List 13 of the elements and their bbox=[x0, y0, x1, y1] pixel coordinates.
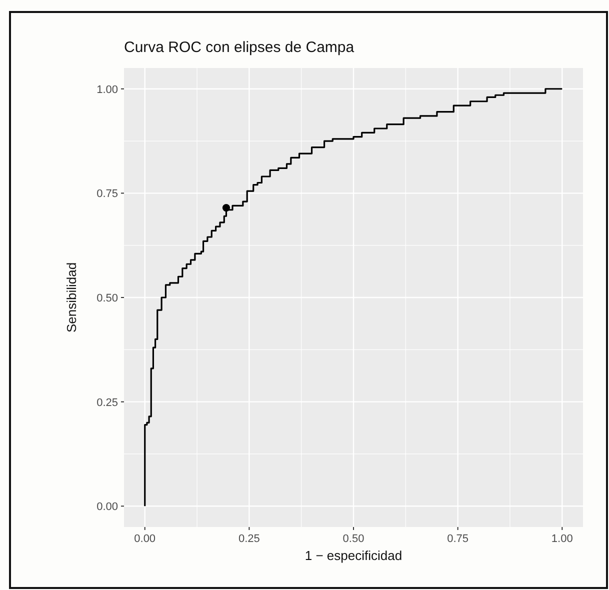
x-tick-label: 0.00 bbox=[134, 533, 156, 545]
x-tick-label: 0.75 bbox=[447, 533, 469, 545]
chart-title: Curva ROC con elipses de Campa bbox=[124, 39, 355, 56]
y-tick-label: 0.50 bbox=[96, 292, 118, 304]
y-tick-label: 0.00 bbox=[96, 501, 118, 514]
y-tick-label: 1.00 bbox=[96, 84, 118, 96]
y-axis-title: Sensibilidad bbox=[64, 262, 79, 333]
y-tick-label: 0.25 bbox=[96, 396, 118, 409]
x-axis-title: 1 − especificidad bbox=[304, 548, 402, 563]
y-tick-label: 0.75 bbox=[96, 188, 118, 200]
x-tick-label: 0.50 bbox=[342, 533, 364, 545]
x-tick-label: 1.00 bbox=[551, 533, 573, 545]
x-tick-label: 0.25 bbox=[238, 533, 260, 545]
